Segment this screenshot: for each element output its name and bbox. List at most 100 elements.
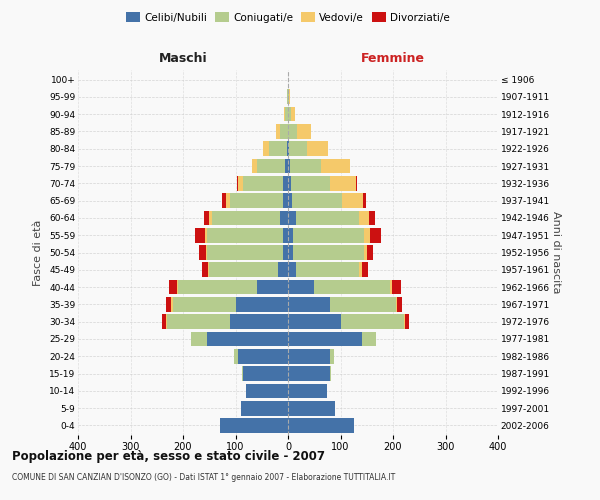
Bar: [296, 262, 359, 277]
Bar: [284, 107, 286, 122]
Bar: [288, 297, 330, 312]
Bar: [288, 262, 296, 277]
Bar: [287, 142, 288, 156]
Bar: [288, 418, 353, 433]
Y-axis label: Fasce di età: Fasce di età: [34, 220, 43, 286]
Bar: [283, 228, 288, 242]
Bar: [246, 384, 288, 398]
Bar: [288, 107, 290, 122]
Bar: [280, 124, 288, 139]
Bar: [172, 297, 173, 312]
Bar: [178, 280, 257, 294]
Text: Maschi: Maschi: [158, 52, 208, 65]
Bar: [307, 142, 328, 156]
Bar: [237, 176, 238, 190]
Bar: [361, 262, 368, 277]
Bar: [234, 349, 238, 364]
Bar: [289, 90, 290, 104]
Bar: [244, 366, 288, 381]
Text: Popolazione per età, sesso e stato civile - 2007: Popolazione per età, sesso e stato civil…: [12, 450, 325, 463]
Bar: [289, 142, 307, 156]
Bar: [280, 210, 288, 226]
Bar: [330, 297, 395, 312]
Text: Femmine: Femmine: [361, 52, 425, 65]
Bar: [288, 176, 290, 190]
Bar: [253, 158, 257, 174]
Bar: [205, 228, 206, 242]
Bar: [298, 124, 311, 139]
Bar: [370, 228, 381, 242]
Bar: [238, 176, 244, 190]
Bar: [288, 349, 330, 364]
Bar: [370, 210, 374, 226]
Bar: [283, 194, 288, 208]
Bar: [191, 332, 206, 346]
Bar: [166, 314, 167, 329]
Text: COMUNE DI SAN CANZIAN D'ISONZO (GO) - Dati ISTAT 1° gennaio 2007 - Elaborazione : COMUNE DI SAN CANZIAN D'ISONZO (GO) - Da…: [12, 472, 395, 482]
Bar: [367, 245, 373, 260]
Bar: [222, 194, 226, 208]
Bar: [173, 297, 235, 312]
Bar: [257, 280, 288, 294]
Bar: [292, 194, 342, 208]
Bar: [288, 194, 292, 208]
Bar: [363, 194, 366, 208]
Bar: [321, 158, 350, 174]
Bar: [283, 245, 288, 260]
Bar: [314, 280, 391, 294]
Bar: [269, 142, 287, 156]
Bar: [212, 210, 280, 226]
Bar: [288, 210, 296, 226]
Bar: [277, 262, 288, 277]
Bar: [293, 245, 364, 260]
Bar: [238, 349, 288, 364]
Bar: [342, 194, 363, 208]
Bar: [288, 124, 298, 139]
Bar: [364, 228, 370, 242]
Bar: [288, 245, 293, 260]
Bar: [230, 314, 288, 329]
Bar: [206, 228, 283, 242]
Bar: [330, 366, 331, 381]
Bar: [397, 297, 403, 312]
Bar: [202, 262, 208, 277]
Bar: [244, 176, 283, 190]
Bar: [235, 297, 288, 312]
Bar: [242, 366, 244, 381]
Bar: [206, 245, 283, 260]
Bar: [330, 349, 334, 364]
Bar: [199, 245, 206, 260]
Bar: [194, 228, 205, 242]
Bar: [226, 194, 230, 208]
Bar: [208, 262, 209, 277]
Bar: [263, 142, 269, 156]
Bar: [206, 332, 288, 346]
Y-axis label: Anni di nascita: Anni di nascita: [551, 211, 561, 294]
Bar: [290, 176, 330, 190]
Bar: [296, 210, 359, 226]
Bar: [241, 401, 288, 415]
Bar: [209, 262, 277, 277]
Bar: [361, 332, 376, 346]
Bar: [257, 158, 286, 174]
Bar: [230, 194, 283, 208]
Bar: [356, 176, 358, 190]
Bar: [391, 280, 392, 294]
Bar: [288, 332, 361, 346]
Bar: [166, 297, 172, 312]
Bar: [404, 314, 409, 329]
Bar: [288, 142, 289, 156]
Bar: [288, 384, 328, 398]
Bar: [209, 210, 212, 226]
Bar: [176, 280, 178, 294]
Bar: [220, 418, 288, 433]
Bar: [359, 210, 370, 226]
Bar: [392, 280, 401, 294]
Bar: [290, 107, 295, 122]
Bar: [283, 176, 288, 190]
Bar: [364, 245, 367, 260]
Bar: [293, 228, 364, 242]
Bar: [204, 210, 209, 226]
Bar: [288, 314, 341, 329]
Bar: [288, 228, 293, 242]
